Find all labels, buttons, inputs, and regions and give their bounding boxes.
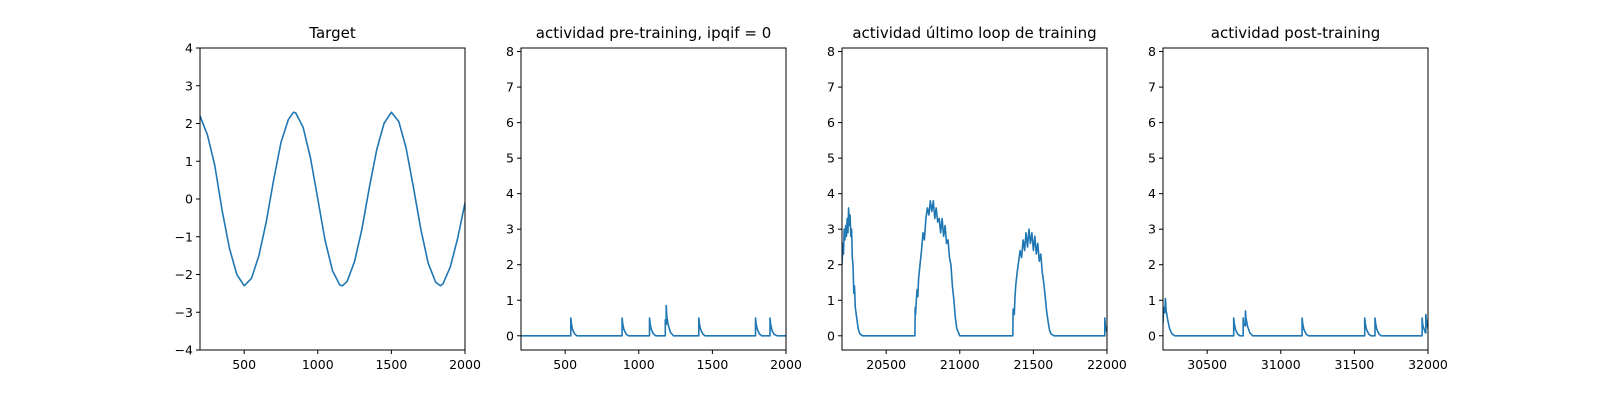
x-tick-label: 20500 <box>866 357 906 372</box>
series-line-target <box>200 111 465 287</box>
y-tick-label: 6 <box>1148 115 1156 130</box>
x-tick-label: 500 <box>232 357 256 372</box>
y-tick-label: 4 <box>185 41 193 56</box>
x-tick-label: 1000 <box>302 357 334 372</box>
chart-title: actividad pre-training, ipqif = 0 <box>536 24 772 42</box>
axes-frame <box>520 47 787 351</box>
x-tick-label: 21500 <box>1014 357 1054 372</box>
y-tick-label: 4 <box>827 186 835 201</box>
y-tick-label: 8 <box>827 44 835 59</box>
x-tick-label: 31500 <box>1335 357 1375 372</box>
y-tick-label: 2 <box>185 116 193 131</box>
y-tick-label: 3 <box>185 78 193 93</box>
chart-title: actividad último loop de training <box>852 24 1096 42</box>
axes-frame <box>841 47 1108 351</box>
y-tick-label: 7 <box>827 80 835 95</box>
x-tick-label: 21000 <box>940 357 980 372</box>
x-tick-label: 1500 <box>375 357 407 372</box>
y-tick-label: 1 <box>827 293 835 308</box>
y-tick-label: −3 <box>175 305 193 320</box>
x-tick-label: 1500 <box>696 357 728 372</box>
x-tick-label: 2000 <box>449 357 481 372</box>
y-tick-label: 3 <box>827 222 835 237</box>
y-tick-label: 0 <box>1148 328 1156 343</box>
y-tick-label: 2 <box>1148 257 1156 272</box>
y-tick-label: 2 <box>506 257 514 272</box>
y-tick-label: 4 <box>1148 186 1156 201</box>
y-tick-label: 2 <box>827 257 835 272</box>
series-line-actividad <box>1163 297 1428 337</box>
y-tick-label: 8 <box>506 44 514 59</box>
y-tick-label: 6 <box>506 115 514 130</box>
y-tick-label: 8 <box>1148 44 1156 59</box>
y-tick-label: 5 <box>1148 151 1156 166</box>
y-tick-label: −2 <box>175 267 193 282</box>
y-tick-label: 0 <box>185 192 193 207</box>
y-tick-label: −4 <box>175 343 193 358</box>
y-tick-label: 1 <box>185 154 193 169</box>
chart-panel-2: actividad pre-training, ipqif = 0 500 1000… <box>506 24 802 372</box>
y-tick-label: 0 <box>827 328 835 343</box>
y-tick-label: 3 <box>1148 222 1156 237</box>
chart-title: actividad post-training <box>1211 24 1380 42</box>
chart-title: Target <box>308 24 356 42</box>
series-line-actividad <box>521 304 786 337</box>
y-tick-label: 0 <box>506 328 514 343</box>
x-tick-label: 500 <box>553 357 577 372</box>
y-tick-label: 5 <box>827 151 835 166</box>
chart-panel-1: Target 500 1000 1500 2000 −4 −3 −2 −1 0 1 2 3 4 <box>175 24 481 372</box>
y-tick-label: 7 <box>506 80 514 95</box>
y-tick-label: 3 <box>506 222 514 237</box>
y-tick-label: 6 <box>827 115 835 130</box>
y-tick-label: 1 <box>1148 293 1156 308</box>
x-tick-label: 1000 <box>623 357 655 372</box>
y-tick-label: −1 <box>175 229 193 244</box>
axes-frame <box>1162 47 1429 351</box>
x-tick-label: 30500 <box>1187 357 1227 372</box>
x-tick-label: 32000 <box>1408 357 1448 372</box>
series-line-actividad <box>842 200 1107 337</box>
x-tick-label: 2000 <box>770 357 802 372</box>
axes-frame <box>199 47 466 351</box>
y-tick-label: 7 <box>1148 80 1156 95</box>
x-tick-label: 22000 <box>1087 357 1127 372</box>
x-tick-label: 31000 <box>1261 357 1301 372</box>
y-tick-label: 1 <box>506 293 514 308</box>
y-tick-label: 5 <box>506 151 514 166</box>
y-tick-label: 4 <box>506 186 514 201</box>
